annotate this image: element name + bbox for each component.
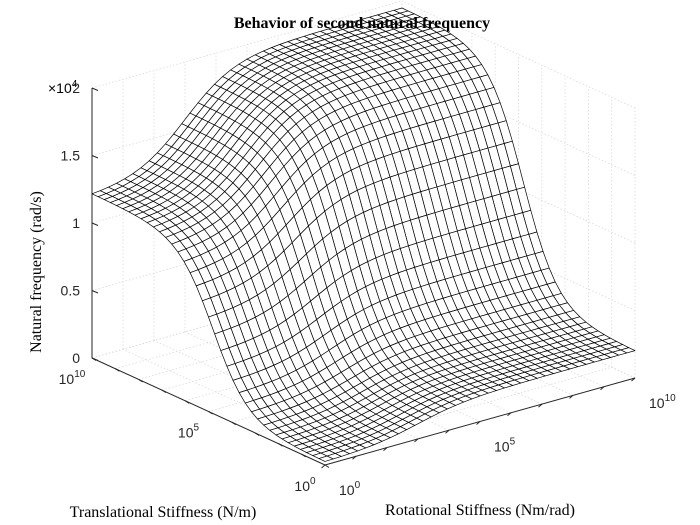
y-axis-tick (445, 429, 450, 434)
z-axis-tick (91, 222, 99, 226)
x-axis-tick (161, 389, 167, 394)
y-axis-tick (321, 464, 326, 469)
z-tick-label: 1.5 (61, 148, 81, 164)
x-tick-label: 105 (178, 423, 200, 441)
z-exponent-label: ×104 (48, 79, 78, 96)
axes-layer (91, 87, 636, 469)
y-axis-tick (507, 412, 512, 417)
y-axis-tick (414, 438, 419, 443)
z-tick-label: 0 (72, 350, 80, 366)
grid-line (138, 292, 449, 380)
z-tick-label: 2 (72, 80, 80, 96)
y-tick-label: 1010 (649, 393, 676, 411)
x-axis-label: Translational Stiffness (N/m) (70, 504, 257, 521)
y-axis-tick (538, 403, 543, 408)
grid-line (115, 281, 426, 370)
grid-line (161, 302, 473, 391)
grid-line (91, 270, 403, 359)
x-axis-tick (324, 464, 330, 468)
z-axis-tick (91, 357, 99, 361)
x-tick-label: 1010 (59, 369, 86, 387)
x-axis-tick (301, 453, 306, 458)
grid-line (91, 203, 403, 291)
y-axis-tick (600, 386, 605, 391)
x-axis-tick (184, 400, 190, 404)
x-axis-tick (115, 368, 120, 372)
x-axis-tick (254, 432, 260, 436)
label-layer: 0 0.5 1 1.5 2 100 105 1010 100 105 1010 (59, 80, 676, 498)
y-axis-tick (352, 455, 357, 460)
x-axis-tick (231, 421, 237, 426)
surface-patch (318, 455, 334, 462)
y-tick-label: 105 (494, 437, 516, 455)
z-tick-label: 0.5 (61, 283, 81, 299)
y-axis-tick (383, 447, 388, 451)
grid-line (91, 68, 403, 156)
y-axis-label: Rotational Stiffness (Nm/rad) (385, 502, 575, 519)
chart-title: Behavior of second natural frequency (234, 15, 490, 32)
x-axis-tick (278, 443, 283, 447)
y-axis-tick (569, 395, 574, 399)
surface-mesh (91, 7, 636, 462)
y-axis-tick (476, 421, 481, 425)
x-axis-tick (208, 411, 213, 415)
y-axis-tick (631, 377, 636, 382)
z-axis-tick (91, 290, 99, 294)
z-axis-label: Natural frequency (rad/s) (28, 191, 45, 353)
z-axis-tick (91, 155, 99, 159)
y-tick-label: 100 (339, 480, 361, 498)
z-tick-label: 1 (72, 215, 80, 231)
x-tick-label: 100 (294, 476, 316, 494)
grid-line (401, 0, 636, 109)
x-axis-tick (138, 378, 143, 383)
grid-line (91, 0, 403, 89)
z-axis-tick (91, 87, 99, 91)
